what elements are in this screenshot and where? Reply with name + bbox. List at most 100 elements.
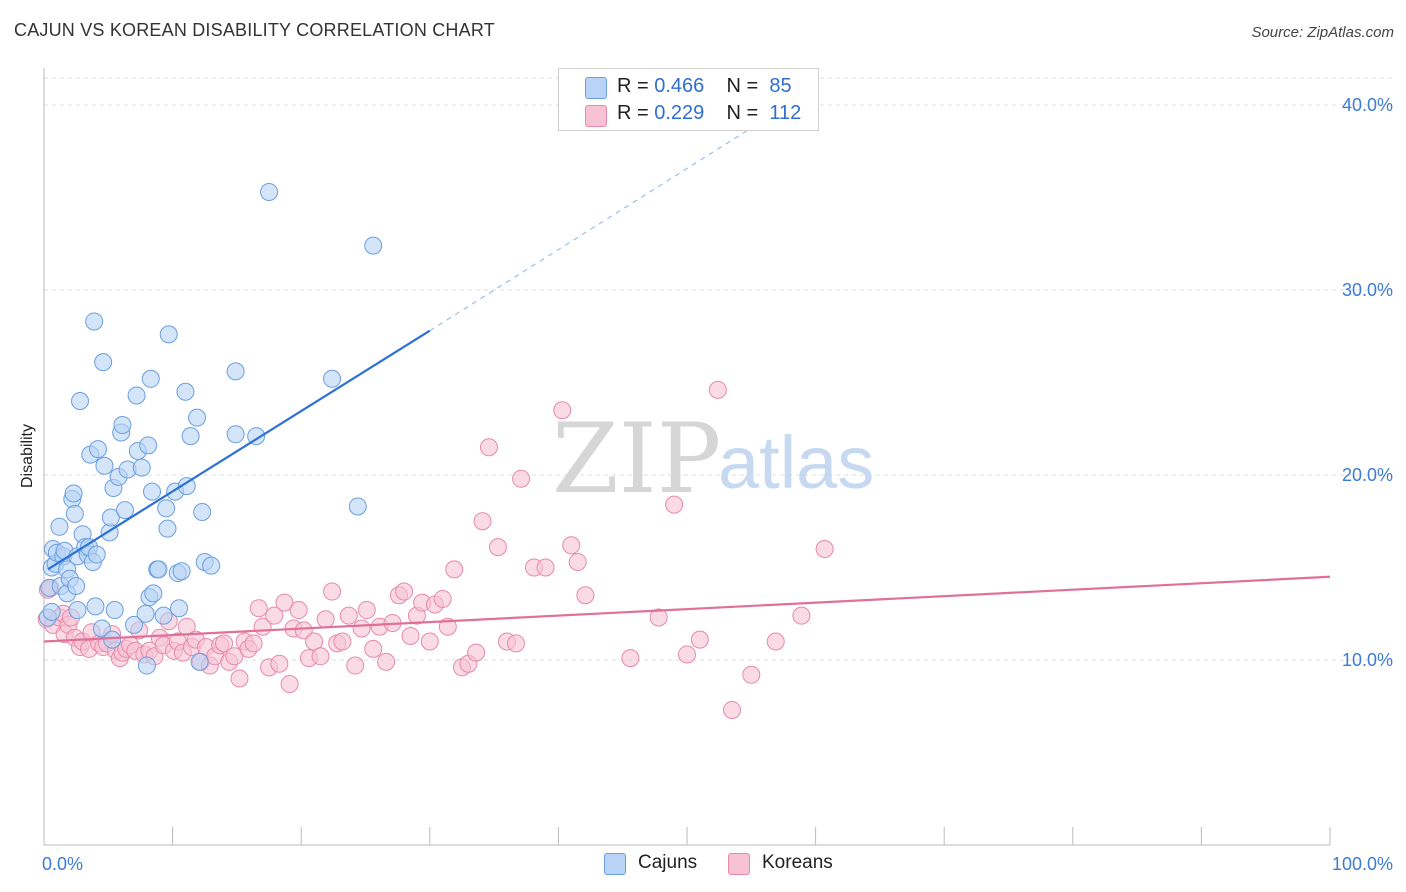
korean-point bbox=[467, 643, 486, 662]
cajun-swatch bbox=[585, 77, 607, 99]
cajun-point bbox=[89, 440, 108, 459]
korean-point bbox=[357, 601, 376, 620]
cajun-point bbox=[65, 504, 84, 523]
cajun-point bbox=[125, 615, 144, 634]
korean-point bbox=[512, 469, 531, 488]
korean-point bbox=[311, 647, 330, 666]
cajun-point bbox=[149, 560, 168, 579]
korean-point bbox=[395, 582, 414, 601]
cajun-point bbox=[95, 456, 114, 475]
tick-labels: 10.0% 20.0% 30.0% 40.0% 0.0% 100.0% bbox=[42, 95, 1393, 874]
cajun-point bbox=[348, 497, 367, 516]
legend-n-value: 112 bbox=[769, 102, 802, 124]
watermark-zip: ZIP bbox=[552, 403, 721, 515]
cajun-point bbox=[139, 436, 158, 455]
korean-point bbox=[333, 632, 352, 651]
legend-r-value: 0.229 bbox=[654, 102, 705, 124]
axes bbox=[43, 68, 1331, 846]
cajun-point bbox=[260, 182, 279, 201]
cajun-point bbox=[64, 484, 83, 503]
korean-point bbox=[445, 560, 464, 579]
cajun-point bbox=[136, 604, 155, 623]
korean-point bbox=[289, 601, 308, 620]
cajun-points bbox=[38, 182, 383, 675]
korean-point bbox=[536, 558, 555, 577]
grid-lines bbox=[44, 77, 1392, 661]
cajun-point bbox=[176, 382, 195, 401]
korean-point bbox=[433, 589, 452, 608]
legend-n-label: N = bbox=[726, 75, 764, 97]
cajun-point bbox=[170, 599, 189, 618]
korean-point bbox=[305, 632, 324, 651]
trend-lines bbox=[43, 119, 1331, 643]
legend-r-label: R = bbox=[617, 75, 655, 97]
cajun-point bbox=[159, 325, 178, 344]
korean-point bbox=[649, 608, 668, 627]
cajun-point bbox=[67, 577, 86, 595]
korean-point bbox=[621, 649, 640, 668]
korean-point bbox=[742, 665, 761, 684]
x-tick-label: 100.0% bbox=[1332, 854, 1393, 874]
korean-point bbox=[473, 512, 492, 531]
x-tick-label: 0.0% bbox=[42, 854, 83, 874]
korean-point bbox=[576, 586, 595, 605]
source-label: Source: ZipAtlas.com bbox=[1251, 24, 1394, 41]
y-tick-label: 20.0% bbox=[1342, 465, 1393, 485]
korean-point bbox=[270, 654, 289, 673]
legend-label-cajuns: Cajuns bbox=[638, 852, 698, 873]
cajun-trend-line bbox=[47, 329, 431, 571]
cajun-point bbox=[141, 369, 160, 388]
korean-point bbox=[506, 634, 525, 653]
cajun-point bbox=[154, 606, 173, 625]
cajun-point bbox=[144, 584, 163, 603]
cajun-point bbox=[172, 562, 191, 581]
korean-point bbox=[420, 632, 439, 651]
cajun-point bbox=[202, 556, 221, 575]
cajun-point bbox=[247, 427, 266, 446]
korean-point bbox=[249, 599, 268, 618]
legend-r-label: R = bbox=[617, 102, 655, 124]
cajun-point bbox=[116, 501, 135, 520]
korean-point bbox=[766, 632, 785, 651]
korean-trend-line bbox=[43, 575, 1331, 643]
cajun-point bbox=[113, 416, 132, 435]
cajun-point bbox=[87, 545, 106, 564]
korean-point bbox=[479, 438, 498, 457]
korean-point bbox=[275, 593, 294, 612]
cajun-point bbox=[323, 369, 342, 388]
cajun-point bbox=[94, 353, 113, 372]
korean-point bbox=[364, 639, 383, 658]
cajun-point bbox=[226, 362, 245, 381]
korean-point bbox=[244, 634, 263, 653]
korean-point bbox=[678, 645, 696, 664]
korean-point bbox=[708, 380, 727, 399]
korean-swatch bbox=[585, 105, 607, 127]
chart-title: CAJUN VS KOREAN DISABILITY CORRELATION C… bbox=[14, 20, 495, 40]
cajun-point bbox=[92, 619, 111, 638]
korean-point bbox=[346, 656, 365, 675]
korean-point bbox=[488, 538, 507, 557]
cajun-point bbox=[226, 425, 245, 444]
korean-point bbox=[377, 652, 396, 671]
cajun-point bbox=[68, 601, 87, 620]
cajun-point bbox=[42, 602, 61, 621]
korean-point bbox=[294, 621, 313, 640]
cajun-point bbox=[50, 517, 69, 536]
korean-point bbox=[280, 675, 299, 694]
korean-point bbox=[316, 610, 335, 629]
cajun-point bbox=[86, 597, 105, 616]
korean-point bbox=[553, 401, 572, 420]
watermark: ZIP atlas bbox=[552, 403, 874, 515]
cajun-point bbox=[132, 458, 151, 477]
y-tick-label: 30.0% bbox=[1342, 280, 1393, 300]
korean-point bbox=[215, 634, 234, 653]
legend-row-cajuns: R = 0.466 N = 85 bbox=[617, 75, 792, 98]
korean-point bbox=[690, 630, 709, 649]
korean-point bbox=[568, 552, 587, 571]
cajun-point bbox=[137, 656, 156, 675]
cajun-point bbox=[364, 236, 383, 255]
korean-point bbox=[352, 619, 371, 638]
legend-label-koreans: Koreans bbox=[762, 852, 833, 873]
cajun-trend-extension bbox=[429, 119, 765, 332]
